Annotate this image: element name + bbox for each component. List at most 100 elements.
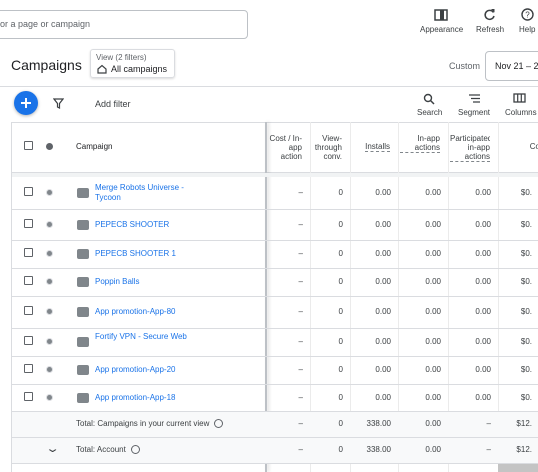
metric-cell: – [486, 419, 491, 428]
metric-cell: 0.00 [475, 392, 491, 402]
campaign-name[interactable]: App promotion-App-80 [95, 307, 176, 316]
scrollbar[interactable] [498, 464, 538, 472]
select-all-checkbox[interactable] [24, 141, 33, 150]
date-label: Custom [449, 61, 481, 71]
metric-cell: 0.00 [425, 219, 441, 229]
svg-text:?: ? [525, 11, 530, 20]
status-icon [46, 278, 53, 285]
total-row-bg [12, 412, 538, 437]
row-checkbox[interactable] [24, 336, 33, 345]
appearance-label[interactable]: Appearance [420, 25, 464, 34]
column-header-text[interactable]: Installs [365, 142, 390, 152]
status-icon [46, 393, 53, 401]
campaign-name[interactable]: Poppin Balls [95, 277, 140, 286]
row-checkbox[interactable] [24, 364, 33, 373]
metric-cell: 0.00 [475, 277, 491, 286]
column-header-text[interactable]: In-app actions [400, 134, 440, 153]
segment-label[interactable]: Segment [458, 108, 491, 117]
search-icon[interactable] [423, 93, 435, 105]
metric-cell: $0. [520, 392, 532, 402]
add-filter[interactable]: Add filter [95, 99, 131, 109]
metric-cell: 0 [338, 219, 343, 229]
refresh-icon[interactable] [483, 8, 496, 21]
metric-cell: 0.00 [425, 445, 441, 454]
row-checkbox[interactable] [24, 306, 33, 315]
row-border [12, 384, 538, 385]
metric-cell: 0.00 [425, 419, 441, 428]
total-label: Total: Campaigns in your current view [76, 419, 224, 429]
help-label[interactable]: Help [519, 25, 536, 34]
plus-icon [21, 98, 31, 108]
status-icon [46, 338, 53, 345]
date-picker[interactable] [485, 51, 538, 81]
campaign-name[interactable]: PEPECB SHOOTER 1 [95, 249, 176, 258]
app-icon [77, 365, 89, 375]
metric-cell: 0.00 [375, 392, 391, 402]
help-icon[interactable] [130, 445, 140, 455]
metric-cell: 0.00 [475, 219, 491, 229]
help-icon[interactable] [214, 419, 224, 429]
appearance-icon[interactable] [434, 9, 448, 21]
column-header-text[interactable]: Participated in-app actions [450, 134, 490, 162]
metric-cell: $0. [520, 249, 532, 258]
column-divider [498, 122, 499, 472]
column-header[interactable]: Co [498, 142, 538, 151]
column-header-text[interactable]: Co [529, 142, 538, 151]
metric-cell: – [298, 249, 303, 258]
refresh-label[interactable]: Refresh [476, 25, 505, 34]
columns-label[interactable]: Columns [505, 108, 537, 117]
search-label[interactable]: Search [417, 108, 443, 117]
row-border [12, 356, 538, 357]
metric-cell: 0.00 [425, 249, 441, 258]
row-border [12, 463, 538, 464]
campaign-name[interactable]: App promotion-App-18 [95, 392, 176, 402]
row-border [12, 209, 538, 210]
metric-cell: 0.00 [375, 365, 391, 374]
metric-cell: 0 [338, 249, 343, 258]
filter-icon[interactable] [53, 98, 64, 109]
metric-cell: 0 [338, 392, 343, 402]
metric-cell: – [298, 419, 303, 428]
row-checkbox[interactable] [24, 218, 33, 228]
row-checkbox[interactable] [24, 276, 33, 285]
row-border [12, 411, 538, 412]
campaign-name[interactable]: PEPECB SHOOTER [95, 219, 170, 229]
metric-cell: 0.00 [375, 249, 391, 258]
column-header[interactable]: Campaign [76, 142, 113, 151]
search-box[interactable] [0, 10, 248, 39]
campaign-name[interactable]: Fortify VPN - Secure Web [95, 332, 187, 341]
column-header[interactable]: Installs [350, 142, 390, 152]
view-selector[interactable] [90, 49, 175, 78]
row-checkbox[interactable] [24, 186, 33, 196]
row-checkbox[interactable] [24, 391, 33, 401]
metric-cell: 0.00 [475, 187, 491, 197]
metric-cell: 0 [338, 419, 343, 428]
metric-cell: 0.00 [475, 337, 491, 346]
column-header[interactable]: View-through conv. [310, 134, 342, 161]
metric-cell: 0 [338, 337, 343, 346]
metric-cell: 0.00 [375, 307, 391, 316]
column-header[interactable]: Participated in-app actions [448, 134, 490, 162]
metric-cell: 0 [338, 307, 343, 316]
row-checkbox[interactable] [24, 248, 33, 257]
campaign-name[interactable]: Merge Robots Universe - Tycoon [95, 182, 184, 202]
segment-icon[interactable] [468, 93, 481, 104]
column-header[interactable]: In-app actions [398, 134, 440, 153]
metric-cell: – [298, 277, 303, 286]
help-icon[interactable]: ? [521, 8, 534, 21]
metric-cell: – [298, 307, 303, 316]
metric-cell: 0.00 [425, 337, 441, 346]
column-header-text[interactable]: View-through conv. [314, 134, 342, 161]
metric-cell: – [298, 337, 303, 346]
row-border [12, 296, 538, 297]
metric-cell: 0.00 [425, 277, 441, 286]
metric-cell: 0 [338, 445, 343, 454]
metric-cell: $0. [520, 337, 532, 346]
column-header-text[interactable]: Cost / In-app action [269, 134, 302, 161]
column-header[interactable]: Cost / In-app action [266, 134, 302, 161]
columns-icon[interactable] [513, 93, 526, 104]
metric-cell: – [298, 392, 303, 402]
campaign-name[interactable]: App promotion-App-20 [95, 365, 176, 374]
